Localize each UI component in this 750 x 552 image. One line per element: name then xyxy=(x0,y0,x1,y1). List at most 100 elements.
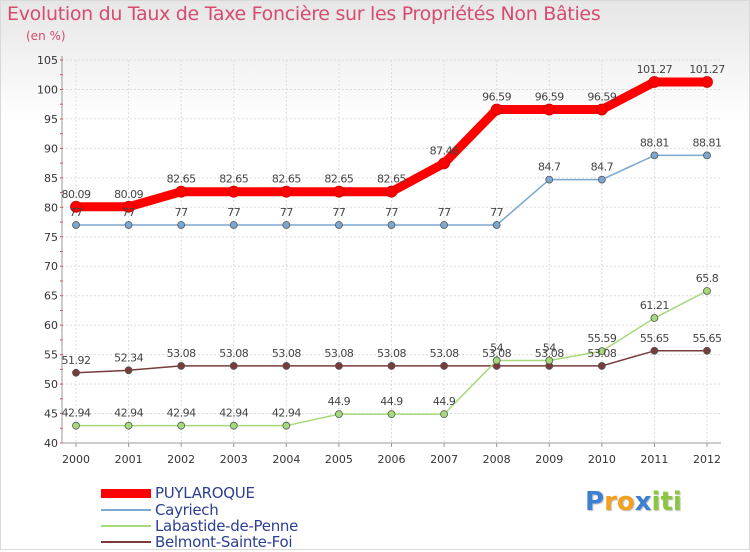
y-tick-label: 75 xyxy=(44,231,58,244)
data-point xyxy=(282,362,291,370)
legend-swatch xyxy=(101,489,151,498)
data-label: 51.92 xyxy=(62,354,91,367)
data-label: 53.08 xyxy=(587,347,616,360)
series-group xyxy=(70,76,713,430)
x-tick-label: 2010 xyxy=(588,453,616,466)
data-point xyxy=(72,421,80,430)
logo-letter: x xyxy=(634,487,652,517)
data-label: 77 xyxy=(175,206,188,219)
y-tick-label: 100 xyxy=(37,83,58,96)
y-tick-label: 55 xyxy=(44,349,58,362)
data-point xyxy=(545,175,554,184)
grid xyxy=(62,59,721,444)
data-point xyxy=(282,421,291,430)
data-label: 53.08 xyxy=(324,347,353,360)
data-label: 53.08 xyxy=(377,347,406,360)
data-label: 77 xyxy=(70,206,83,219)
data-point xyxy=(333,185,345,198)
data-label: 82.65 xyxy=(272,173,301,186)
data-point xyxy=(72,221,80,229)
data-label: 53.08 xyxy=(167,347,196,360)
data-point xyxy=(595,103,608,116)
data-label: 84.7 xyxy=(591,161,614,174)
data-label: 88.81 xyxy=(693,136,722,149)
data-point xyxy=(177,221,186,229)
data-point xyxy=(650,151,659,160)
data-label: 61.21 xyxy=(640,299,669,312)
data-label: 53.08 xyxy=(482,347,511,360)
y-tick-label: 65 xyxy=(44,290,58,303)
data-point xyxy=(124,221,133,229)
data-label: 77 xyxy=(227,206,240,219)
data-point xyxy=(597,347,606,356)
y-tick-label: 60 xyxy=(44,319,58,332)
data-point xyxy=(229,221,238,229)
data-point xyxy=(597,362,606,370)
y-tick-label: 90 xyxy=(44,142,58,155)
data-point xyxy=(387,221,396,229)
y-tick-label: 45 xyxy=(44,408,58,421)
x-tick-label: 2003 xyxy=(220,453,248,466)
data-point xyxy=(227,185,240,198)
data-label: 54 xyxy=(543,342,556,355)
y-tick-label: 70 xyxy=(44,260,58,273)
data-label: 65.8 xyxy=(696,272,719,285)
data-label: 42.94 xyxy=(219,407,248,420)
x-tick-label: 2000 xyxy=(62,453,90,466)
data-label: 80.09 xyxy=(114,188,143,201)
data-point xyxy=(440,221,448,229)
data-label: 88.81 xyxy=(640,136,669,149)
data-label: 55.65 xyxy=(640,332,669,345)
x-tick-label: 2006 xyxy=(378,453,406,466)
data-point xyxy=(703,346,711,355)
x-tick-label: 2012 xyxy=(693,453,721,466)
data-label: 84.7 xyxy=(538,161,561,174)
y-tick-label: 95 xyxy=(44,113,58,126)
data-label: 96.59 xyxy=(482,91,511,104)
data-label: 96.59 xyxy=(535,91,564,104)
data-point xyxy=(177,362,186,370)
data-point xyxy=(124,366,133,375)
data-point xyxy=(701,76,713,88)
data-label: 82.65 xyxy=(219,173,248,186)
data-label: 82.65 xyxy=(324,173,353,186)
data-point xyxy=(177,421,186,430)
data-label: 77 xyxy=(122,206,135,219)
data-point xyxy=(387,362,396,370)
data-label: 44.9 xyxy=(328,395,351,408)
axes: 40 45 50 55 60 65 70 75 80 85 90 95 100 105 2000 2001 20… xyxy=(37,54,721,466)
legend-label: PUYLAROQUE xyxy=(155,484,255,502)
data-point xyxy=(124,421,133,430)
data-label: 101.27 xyxy=(689,63,725,76)
y-tick-label: 85 xyxy=(44,172,58,185)
data-point xyxy=(648,76,661,88)
y-axis-unit: (en %) xyxy=(26,29,66,43)
data-label: 101.27 xyxy=(637,63,673,76)
data-point xyxy=(703,151,711,160)
data-label: 52.34 xyxy=(114,351,143,364)
data-label: 87.46 xyxy=(430,144,459,157)
legend-swatch xyxy=(101,525,151,527)
data-point xyxy=(385,185,398,198)
data-label: 77 xyxy=(490,206,503,219)
legend-swatch xyxy=(101,541,151,543)
logo-letter: i xyxy=(672,487,682,517)
y-tick-label: 80 xyxy=(44,201,58,214)
data-point xyxy=(280,185,293,198)
data-label: 82.65 xyxy=(377,173,406,186)
data-label: 53.08 xyxy=(272,347,301,360)
data-label: 96.59 xyxy=(587,91,616,104)
data-point xyxy=(175,185,188,198)
data-label: 77 xyxy=(385,206,398,219)
data-point xyxy=(703,287,711,295)
data-point xyxy=(335,221,343,229)
x-tick-label: 2011 xyxy=(640,453,668,466)
legend-label: Cayriech xyxy=(155,501,219,519)
logo-letter: i xyxy=(651,487,661,517)
data-label: 53.08 xyxy=(430,347,459,360)
x-tick-label: 2001 xyxy=(115,453,143,466)
data-point xyxy=(387,410,396,419)
data-label: 77 xyxy=(280,206,293,219)
